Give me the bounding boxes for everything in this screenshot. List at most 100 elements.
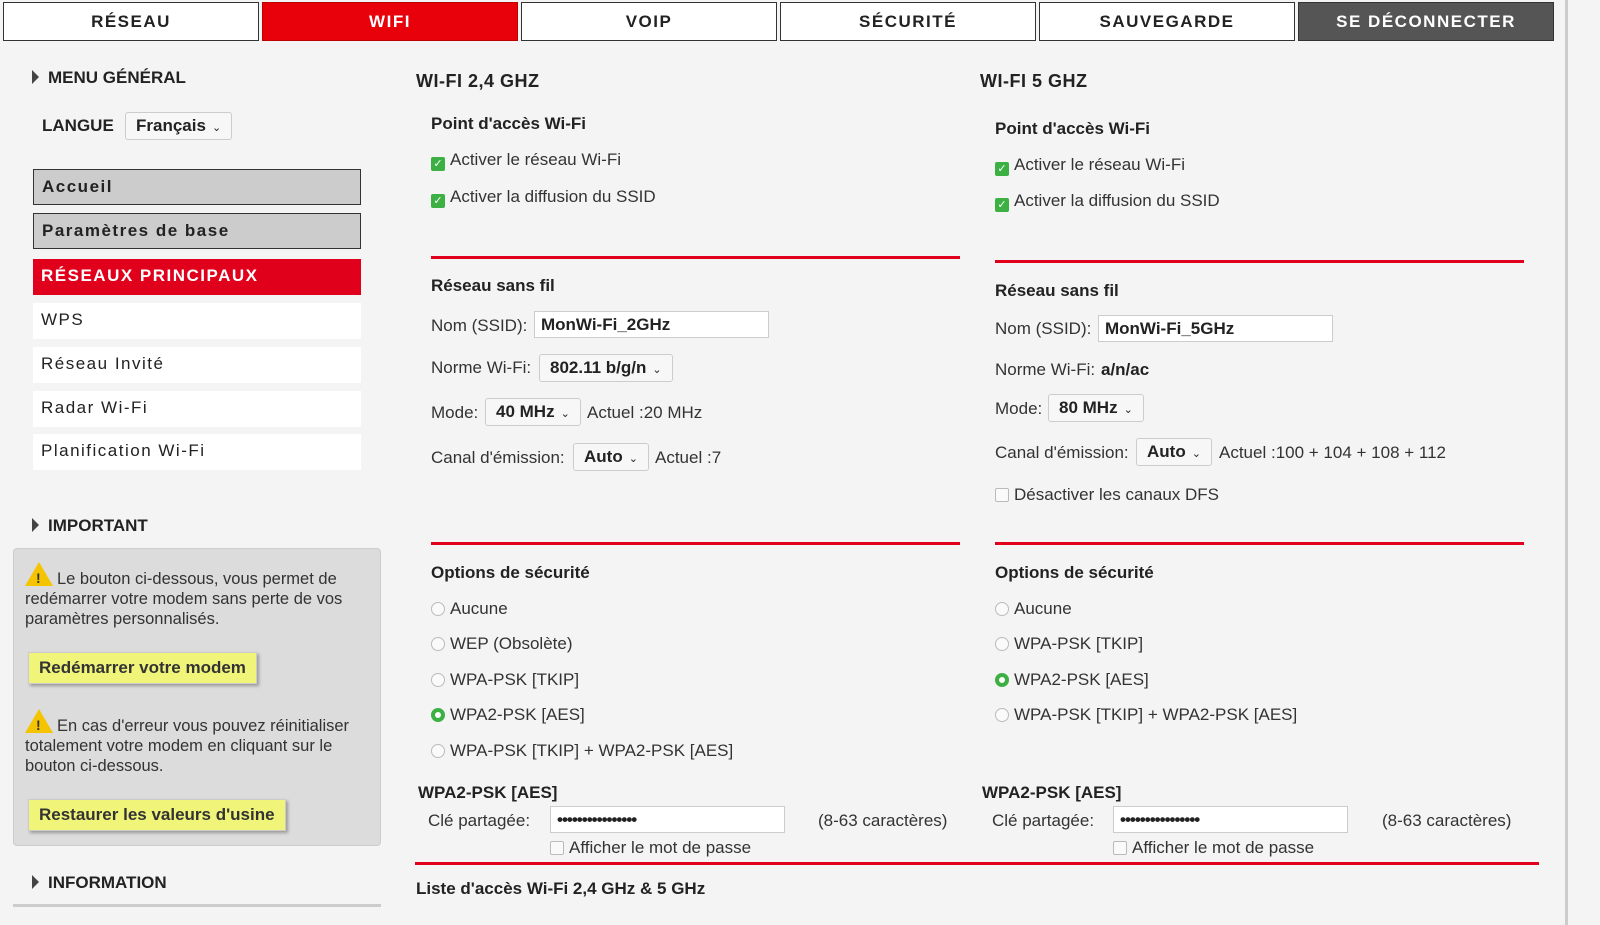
wifi24-security-wpa2-aes[interactable]: WPA2-PSK [AES]	[431, 705, 585, 725]
wifi24-mode-current: Actuel :20 MHz	[587, 403, 703, 422]
wifi5-wireless-title: Réseau sans fil	[995, 281, 1119, 300]
information-header[interactable]: INFORMATION	[32, 873, 167, 893]
logout-button[interactable]: SE DÉCONNECTER	[1298, 2, 1554, 41]
chevron-down-icon: ⌄	[211, 122, 222, 134]
restart-text: Le bouton ci-dessous, vous permet de red…	[25, 562, 375, 629]
wifi5-key-label: Clé partagée:	[992, 811, 1095, 830]
wifi5-security-wpa2-aes[interactable]: WPA2-PSK [AES]	[995, 670, 1149, 690]
sidebar-item-reseau-invite[interactable]: Réseau Invité	[33, 347, 361, 383]
caret-right-icon	[32, 875, 39, 889]
wifi5-security-aucune[interactable]: Aucune	[995, 599, 1072, 619]
sidebar-item-reseaux-principaux[interactable]: RÉSEAUX PRINCIPAUX	[33, 259, 361, 295]
factory-reset-button[interactable]: Restaurer les valeurs d'usine	[28, 799, 286, 831]
wifi5-key-input[interactable]: ••••••••••••••••	[1113, 806, 1348, 833]
reset-text: En cas d'erreur vous pouvez réinitialise…	[25, 709, 375, 776]
warning-icon	[25, 562, 53, 588]
tab-voip[interactable]: VOIP	[521, 2, 777, 41]
sidebar-item-wps[interactable]: WPS	[33, 303, 361, 339]
wifi5-show-password-checkbox[interactable]: Afficher le mot de passe	[1113, 838, 1314, 858]
radio-icon	[431, 744, 445, 758]
wifi5-security-wpa-tkip[interactable]: WPA-PSK [TKIP]	[995, 634, 1143, 654]
checkmark-icon: ✓	[995, 198, 1009, 212]
wifi24-key-title: WPA2-PSK [AES]	[418, 783, 558, 802]
wifi24-ssid-input[interactable]: MonWi-Fi_2GHz	[534, 311, 769, 338]
menu-general-header[interactable]: MENU GÉNÉRAL	[32, 68, 186, 88]
sidebar-item-parametres[interactable]: Paramètres de base	[33, 213, 361, 249]
wifi5-dfs-checkbox[interactable]: Désactiver les canaux DFS	[995, 485, 1219, 505]
wifi24-channel-select[interactable]: Auto ⌄	[573, 443, 649, 471]
wifi24-channel-current: Actuel :7	[655, 448, 722, 467]
important-header[interactable]: IMPORTANT	[32, 516, 148, 536]
radio-icon	[995, 708, 1009, 722]
information-label: INFORMATION	[48, 873, 167, 892]
wifi5-channel-current: Actuel :100 + 104 + 108 + 112	[1219, 443, 1447, 462]
wifi24-wireless-title: Réseau sans fil	[431, 276, 555, 295]
radio-selected-icon	[995, 673, 1009, 687]
tab-sauvegarde[interactable]: SAUVEGARDE	[1039, 2, 1295, 41]
wifi5-channel-label: Canal d'émission:	[995, 443, 1129, 462]
wifi5-mode-select[interactable]: 80 MHz ⌄	[1048, 394, 1144, 422]
wifi24-ap-title: Point d'accès Wi-Fi	[431, 114, 587, 133]
checkbox-icon	[1113, 841, 1127, 855]
wifi5-ssid-broadcast-checkbox[interactable]: ✓ Activer la diffusion du SSID	[995, 191, 1220, 212]
access-list-title: Liste d'accès Wi-Fi 2,4 GHz & 5 GHz	[416, 879, 706, 898]
wifi24-ssid-broadcast-checkbox[interactable]: ✓ Activer la diffusion du SSID	[431, 187, 656, 208]
chevron-down-icon: ⌄	[652, 364, 662, 376]
checkmark-icon: ✓	[431, 157, 445, 171]
chevron-down-icon: ⌄	[560, 408, 570, 420]
wifi24-security-mixed[interactable]: WPA-PSK [TKIP] + WPA2-PSK [AES]	[431, 741, 733, 761]
divider	[13, 904, 381, 907]
radio-selected-icon	[431, 708, 445, 722]
radio-icon	[431, 673, 445, 687]
wifi24-security-wep[interactable]: WEP (Obsolète)	[431, 634, 573, 654]
divider	[995, 542, 1524, 545]
wifi5-ssid-input[interactable]: MonWi-Fi_5GHz	[1098, 315, 1333, 342]
warning-icon	[25, 709, 53, 735]
language-label: LANGUE	[42, 116, 114, 135]
radio-icon	[431, 602, 445, 616]
wifi24-key-hint: (8-63 caractères)	[818, 811, 948, 830]
wifi5-mode-label: Mode:	[995, 399, 1043, 418]
sidebar-item-radar[interactable]: Radar Wi-Fi	[33, 391, 361, 427]
wifi24-norm-select[interactable]: 802.11 b/g/n ⌄	[539, 354, 673, 382]
wifi5-title: WI-FI 5 GHZ	[980, 71, 1088, 91]
wifi5-security-mixed[interactable]: WPA-PSK [TKIP] + WPA2-PSK [AES]	[995, 705, 1297, 725]
caret-right-icon	[32, 518, 39, 532]
checkmark-icon: ✓	[431, 194, 445, 208]
wifi24-mode-select[interactable]: 40 MHz ⌄	[485, 398, 581, 426]
wifi5-norm-value: a/n/ac	[1101, 360, 1150, 379]
wifi24-security-aucune[interactable]: Aucune	[431, 599, 508, 619]
radio-icon	[431, 637, 445, 651]
checkmark-icon: ✓	[995, 162, 1009, 176]
important-panel	[13, 548, 381, 846]
wifi24-channel-label: Canal d'émission:	[431, 448, 565, 467]
divider	[431, 542, 960, 545]
wifi24-norm-label: Norme Wi-Fi:	[431, 358, 532, 377]
chevron-down-icon: ⌄	[1123, 404, 1133, 416]
scrollbar-edge	[1565, 0, 1568, 925]
tab-reseau[interactable]: RÉSEAU	[3, 2, 259, 41]
wifi24-title: WI-FI 2,4 GHZ	[416, 71, 540, 91]
wifi24-mode-label: Mode:	[431, 403, 479, 422]
chevron-down-icon: ⌄	[1191, 448, 1201, 460]
wifi24-key-input[interactable]: ••••••••••••••••	[550, 806, 785, 833]
checkbox-icon	[995, 488, 1009, 502]
language-value: Français	[136, 116, 206, 135]
tab-securite[interactable]: SÉCURITÉ	[780, 2, 1036, 41]
wifi5-enable-checkbox[interactable]: ✓ Activer le réseau Wi-Fi	[995, 155, 1185, 176]
wifi24-key-label: Clé partagée:	[428, 811, 531, 830]
tab-wifi[interactable]: WIFI	[262, 2, 518, 41]
wifi24-enable-checkbox[interactable]: ✓ Activer le réseau Wi-Fi	[431, 150, 621, 171]
language-select[interactable]: Français ⌄	[125, 112, 233, 140]
wifi24-security-wpa-tkip[interactable]: WPA-PSK [TKIP]	[431, 670, 579, 690]
wifi5-norm-label: Norme Wi-Fi:	[995, 360, 1096, 379]
wifi24-show-password-checkbox[interactable]: Afficher le mot de passe	[550, 838, 751, 858]
menu-general-label: MENU GÉNÉRAL	[48, 68, 186, 87]
wifi5-ap-title: Point d'accès Wi-Fi	[995, 119, 1151, 138]
wifi5-channel-select[interactable]: Auto ⌄	[1136, 438, 1212, 466]
caret-right-icon	[32, 70, 39, 84]
sidebar-item-accueil[interactable]: Accueil	[33, 169, 361, 205]
sidebar-item-planification[interactable]: Planification Wi-Fi	[33, 434, 361, 470]
restart-button[interactable]: Redémarrer votre modem	[28, 652, 257, 684]
divider	[431, 256, 960, 259]
